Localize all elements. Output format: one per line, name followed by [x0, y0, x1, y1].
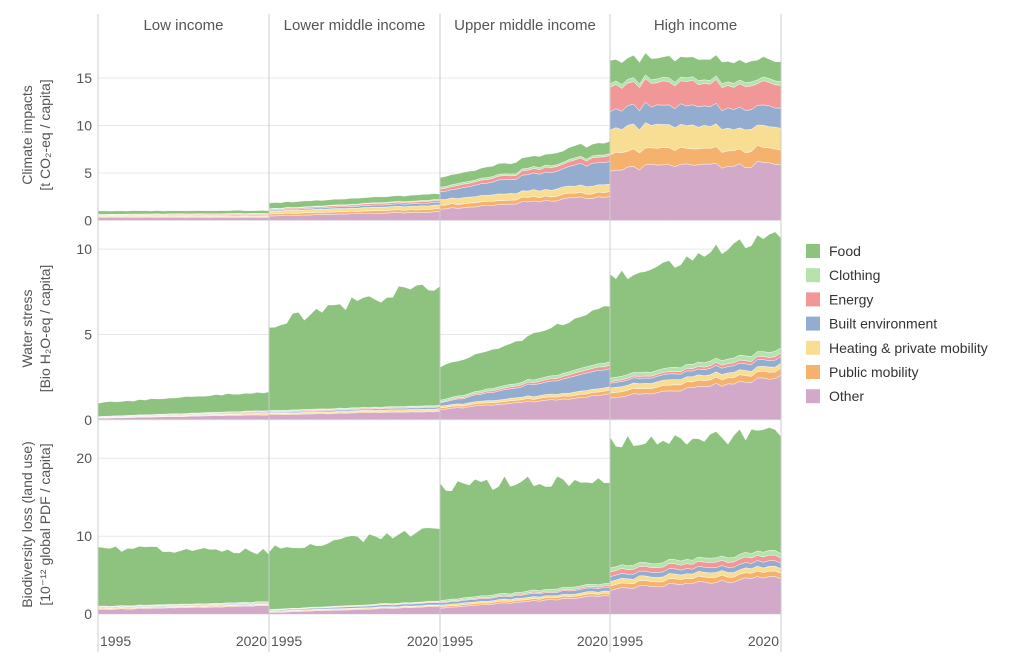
y-tick-label: 0: [84, 213, 92, 229]
column-title: High income: [654, 17, 737, 34]
y-tick-label: 5: [84, 165, 92, 181]
area-food: [439, 475, 611, 601]
x-tick-label: 2020: [236, 633, 267, 649]
y-axis-title: Climate impacts [t CO₂-eq / capita]: [19, 79, 53, 190]
legend-swatch-heating-private-mobility: [806, 340, 820, 355]
legend-label: Built environment: [829, 316, 937, 332]
column-title: Lower middle income: [284, 17, 426, 34]
area-other: [609, 160, 782, 221]
legend-swatch-public-mobility: [806, 365, 820, 379]
area-food: [97, 545, 270, 607]
legend-label: Other: [829, 388, 864, 404]
y-axis-title: Water stress [Bio H₂O-eq / capita]: [19, 265, 53, 393]
y-tick-label: 10: [76, 528, 92, 544]
column-title: Upper middle income: [454, 17, 596, 34]
legend-swatch-clothing: [806, 268, 820, 283]
y-axis-title: Biodiversity loss (land use) [10⁻¹² globa…: [19, 441, 53, 608]
area-food: [268, 284, 441, 411]
y-tick-label: 20: [76, 450, 92, 466]
legend-label: Food: [829, 243, 861, 259]
x-tick-label: 1995: [442, 633, 473, 649]
y-tick-label: 5: [84, 326, 92, 342]
legend-label: Heating & private mobility: [829, 340, 988, 356]
legend-swatch-food: [806, 244, 820, 258]
area-food: [609, 427, 782, 569]
x-tick-label: 2020: [577, 633, 608, 649]
y-tick-label: 15: [76, 70, 92, 86]
legend-label: Clothing: [829, 267, 880, 283]
legend-label: Public mobility: [829, 364, 918, 380]
y-tick-label: 10: [76, 241, 92, 257]
x-tick-label: 1995: [612, 633, 643, 649]
y-tick-label: 0: [84, 606, 92, 622]
y-tick-label: 0: [84, 412, 92, 428]
y-tick-label: 10: [76, 118, 92, 134]
x-tick-label: 2020: [407, 633, 438, 649]
legend-label: Energy: [829, 291, 873, 307]
x-tick-label: 1995: [271, 633, 302, 649]
area-food: [268, 527, 441, 610]
legend-swatch-other: [806, 389, 820, 404]
x-tick-label: 2020: [748, 633, 779, 649]
legend-swatch-built-environment: [806, 316, 820, 331]
column-title: Low income: [143, 17, 223, 34]
area-other: [97, 217, 270, 221]
x-tick-label: 1995: [100, 633, 131, 649]
legend-swatch-energy: [806, 292, 820, 307]
